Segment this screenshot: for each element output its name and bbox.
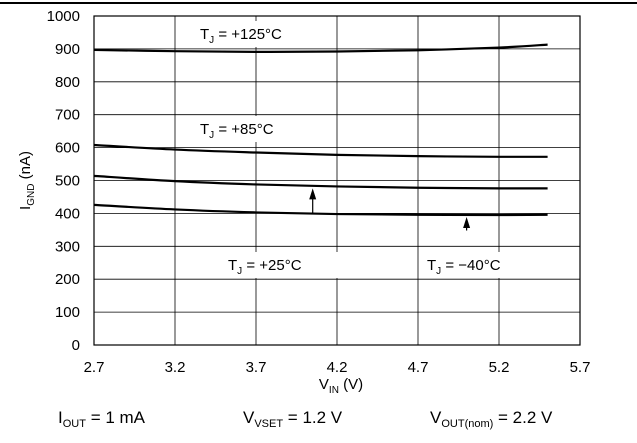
series-label-sub: J bbox=[209, 130, 214, 141]
x-tick-label: 3.7 bbox=[246, 359, 267, 376]
x-axis-label: VIN (V) bbox=[319, 376, 363, 396]
x-axis-label-sub: IN bbox=[329, 385, 339, 396]
annotation-arrow-head bbox=[463, 217, 471, 229]
y-tick-labels: 0 100 200 300 400 500 600 700 800 900 1000 bbox=[47, 8, 80, 354]
footer-vvset: VVSET = 1.2 V bbox=[243, 408, 342, 430]
series-label: TJ = +125°C bbox=[200, 26, 282, 46]
series-label-sub: J bbox=[209, 35, 214, 46]
series-label-sub: J bbox=[436, 266, 441, 277]
y-tick-label: 500 bbox=[55, 173, 80, 190]
footer-voutnom-rest: = 2.2 V bbox=[493, 408, 553, 427]
series-label-rest: = +85°C bbox=[214, 121, 274, 138]
footer-vvset-sub: VSET bbox=[254, 418, 284, 430]
series-label-background bbox=[419, 252, 547, 278]
x-axis-label-unit: (V) bbox=[339, 376, 363, 393]
series-label-background bbox=[192, 116, 320, 142]
x-tick-label: 4.2 bbox=[327, 359, 348, 376]
series-label-rest: = −40°C bbox=[441, 257, 501, 274]
y-tick-label: 800 bbox=[55, 74, 80, 91]
x-tick-label: 5.7 bbox=[570, 359, 591, 376]
series-group bbox=[93, 43, 548, 217]
y-tick-label: 900 bbox=[55, 41, 80, 58]
series-label: TJ = +85°C bbox=[200, 121, 274, 141]
series-label-main: T bbox=[427, 257, 436, 274]
footer-iout-rest: = 1 mA bbox=[85, 408, 146, 427]
footer-vvset-main: V bbox=[243, 408, 255, 427]
footer-voutnom-main: V bbox=[430, 408, 442, 427]
series-label-main: T bbox=[200, 121, 209, 138]
series-labels: TJ = +125°CTJ = +85°CTJ = +25°C TJ = −40°… bbox=[192, 21, 547, 278]
series-line bbox=[93, 203, 548, 217]
series-label-main: T bbox=[200, 26, 209, 43]
series-label: TJ = +25°C bbox=[228, 257, 302, 277]
x-tick-labels: 2.7 3.2 3.7 4.2 4.7 5.2 5.7 bbox=[84, 359, 591, 376]
footer-iout-main: I bbox=[58, 408, 63, 427]
y-axis-label-main: I bbox=[17, 206, 34, 210]
top-rule bbox=[0, 2, 637, 4]
y-axis-label-sub: GND bbox=[26, 184, 37, 206]
series-line bbox=[93, 43, 548, 53]
series-line bbox=[93, 174, 548, 190]
y-tick-label: 200 bbox=[55, 271, 80, 288]
series-label-rest: = +125°C bbox=[214, 26, 282, 43]
y-axis-label-unit: (nA) bbox=[17, 151, 34, 184]
y-tick-label: 0 bbox=[72, 337, 80, 354]
y-tick-label: 1000 bbox=[47, 8, 80, 25]
y-tick-label: 700 bbox=[55, 107, 80, 124]
footer-voutnom: VOUT(nom) = 2.2 V bbox=[430, 408, 552, 430]
series-label-rest: = +25°C bbox=[242, 257, 302, 274]
x-tick-label: 3.2 bbox=[165, 359, 186, 376]
footer-iout-sub: OUT bbox=[62, 418, 86, 430]
footer-voutnom-sub: OUT(nom) bbox=[441, 418, 494, 430]
x-tick-label: 5.2 bbox=[489, 359, 510, 376]
footer-iout: IOUT = 1 mA bbox=[58, 408, 145, 430]
x-tick-label: 4.7 bbox=[408, 359, 429, 376]
series-label-sub: J bbox=[237, 266, 242, 277]
y-axis-label: IGND (nA) bbox=[17, 151, 37, 210]
footer-vvset-rest: = 1.2 V bbox=[283, 408, 343, 427]
series-label-main: T bbox=[228, 257, 237, 274]
series-label-background bbox=[220, 252, 348, 278]
series-label-background bbox=[192, 21, 320, 47]
x-tick-label: 2.7 bbox=[84, 359, 105, 376]
chart: 2.7 3.2 3.7 4.2 4.7 5.2 5.7 0 100 200 300 400 500 60… bbox=[17, 8, 591, 396]
series-line bbox=[93, 143, 548, 158]
y-tick-label: 100 bbox=[55, 304, 80, 321]
annotation-arrows bbox=[309, 188, 471, 231]
y-tick-label: 300 bbox=[55, 238, 80, 255]
series-label: TJ = −40°C bbox=[427, 257, 501, 277]
y-tick-label: 600 bbox=[55, 140, 80, 157]
x-axis-label-main: V bbox=[319, 376, 329, 393]
y-tick-label: 400 bbox=[55, 205, 80, 222]
annotation-arrow-head bbox=[309, 188, 317, 200]
